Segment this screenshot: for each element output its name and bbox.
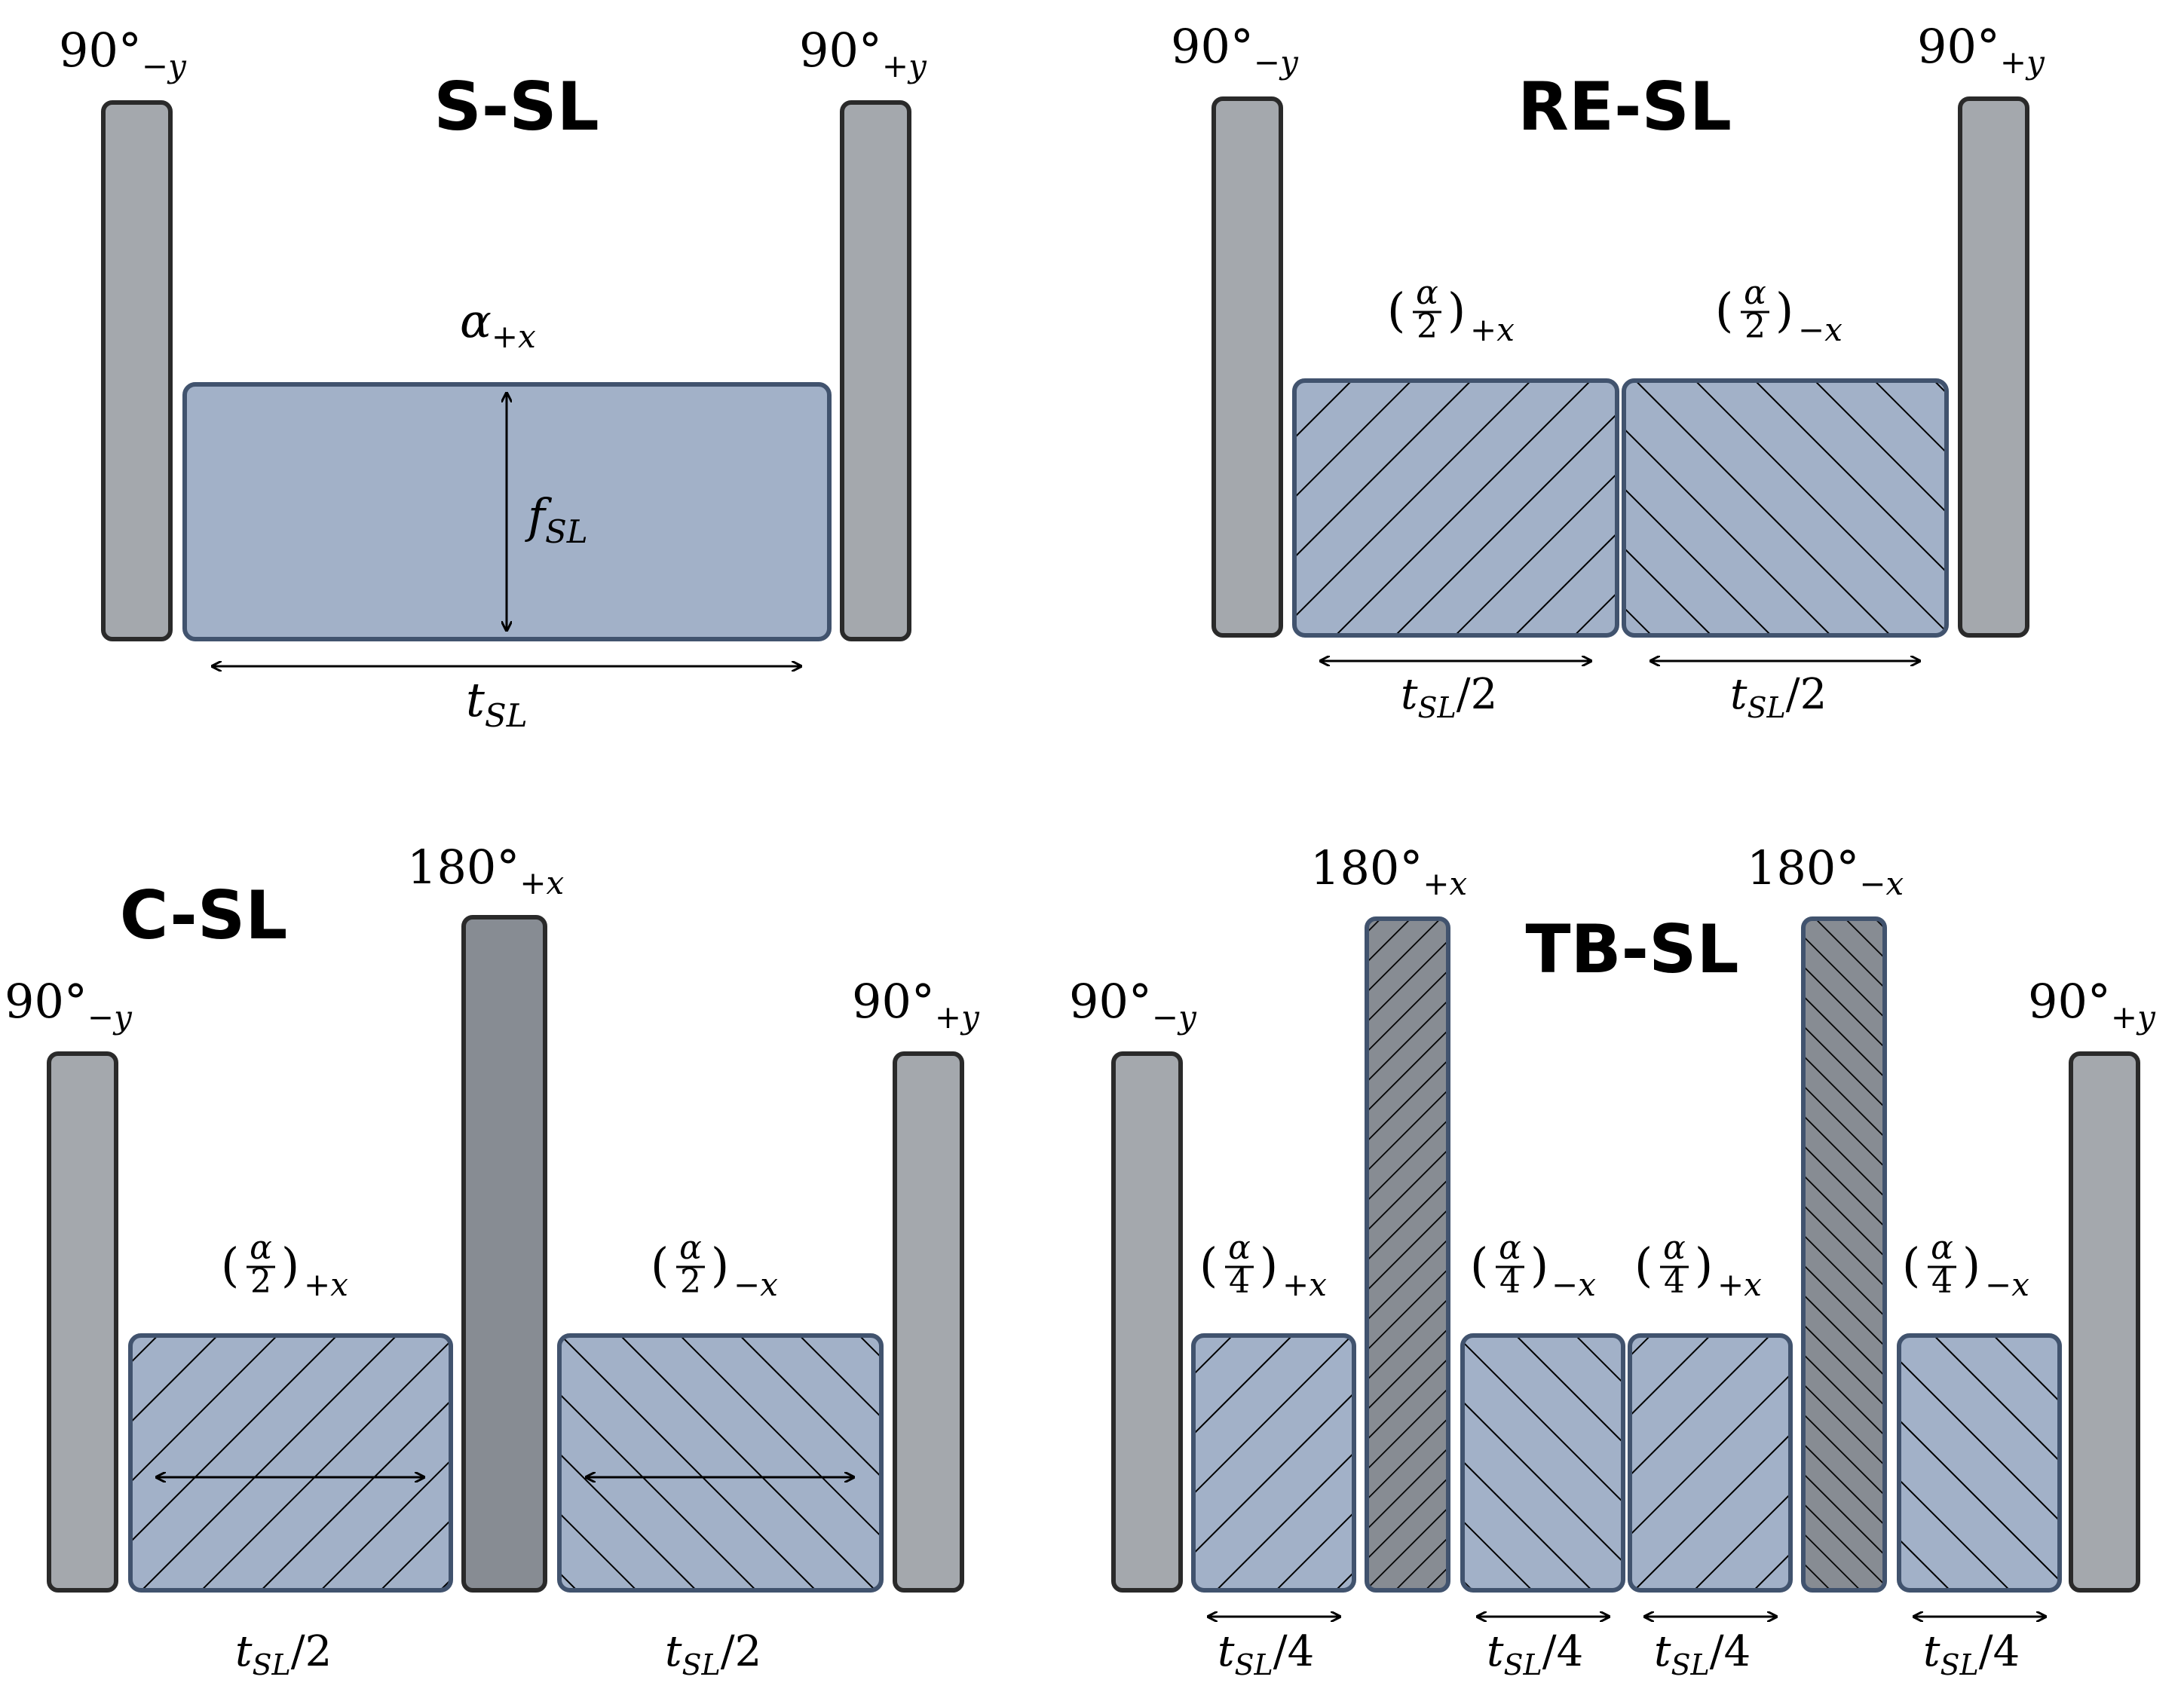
duration-label: tSL: [466, 672, 528, 734]
refocus-180-pulse-1: [1365, 916, 1450, 1593]
svg-text:α: α: [679, 1229, 702, 1267]
svg-text:(: (: [1199, 1238, 1218, 1293]
panel-c-sl: C-SL 90°−y 90°+y 180°+x ( α 2 ) +x tSL/2…: [5, 840, 980, 1681]
refocus-pulse-1-label: 180°+x: [1310, 840, 1468, 902]
right-90-pulse: [2069, 1051, 2140, 1593]
left-pulse-label: 90°−y: [5, 974, 133, 1036]
left-90-pulse: [1211, 96, 1283, 638]
svg-text:): ): [1530, 1238, 1548, 1293]
svg-text:(: (: [1902, 1238, 1920, 1293]
svg-text:α: α: [1499, 1229, 1521, 1267]
panel-tb-sl: TB-SL 90°−y 90°+y 180°+x 180°−x ( α 4 ) …: [1069, 840, 2156, 1681]
svg-text:(: (: [651, 1238, 669, 1293]
svg-text:+x: +x: [1282, 1266, 1327, 1303]
svg-text:(: (: [1634, 1238, 1653, 1293]
duration-label-1: tSL/4: [1218, 1627, 1314, 1681]
spin-lock-block-2: [1622, 378, 1949, 638]
svg-text:α: α: [1228, 1229, 1251, 1267]
svg-text:): ): [711, 1238, 729, 1293]
right-pulse-label: 90°+y: [852, 974, 980, 1036]
svg-text:−x: −x: [1985, 1266, 2029, 1303]
svg-text:2: 2: [1744, 308, 1766, 346]
svg-text:(: (: [1387, 283, 1405, 338]
spin-lock-block-1: [1292, 378, 1619, 638]
svg-text:α: α: [1416, 274, 1438, 312]
right-pulse-label: 90°+y: [799, 23, 927, 84]
duration-label-3: tSL/4: [1654, 1627, 1751, 1681]
svg-text:(: (: [1470, 1238, 1488, 1293]
svg-text:2: 2: [680, 1262, 701, 1301]
duration-label-1: tSL/2: [235, 1627, 332, 1681]
svg-text:(: (: [221, 1238, 239, 1293]
left-90-pulse: [101, 100, 173, 641]
svg-text:4: 4: [1499, 1262, 1521, 1301]
refocus-pulse-label: 180°+x: [407, 840, 565, 901]
spin-lock-block-1: [128, 1333, 453, 1593]
panel-title: C-SL: [120, 877, 288, 954]
panel-title: S-SL: [433, 68, 599, 145]
panel-s-sl: S-SL 90°−y 90°+y α+x fSL tSL: [59, 23, 927, 734]
svg-text:+x: +x: [304, 1266, 348, 1303]
block-1-label: ( α 2 ) +x: [221, 1229, 348, 1303]
svg-text:4: 4: [1664, 1262, 1685, 1301]
svg-text:−x: −x: [1798, 311, 1842, 348]
svg-text:−x: −x: [1551, 1266, 1596, 1303]
svg-text:4: 4: [1931, 1262, 1953, 1301]
refocus-180-pulse: [461, 915, 547, 1593]
svg-text:): ): [1962, 1238, 1980, 1293]
spin-lock-block-3: [1628, 1333, 1793, 1593]
svg-text:): ): [1775, 283, 1793, 338]
right-pulse-label: 90°+y: [1917, 19, 2045, 81]
left-pulse-label: 90°−y: [59, 23, 187, 84]
left-pulse-label: 90°−y: [1171, 19, 1299, 81]
duration-label-4: tSL/4: [1923, 1627, 2020, 1681]
svg-text:): ): [281, 1238, 299, 1293]
duration-label-2: tSL/4: [1487, 1627, 1583, 1681]
block-1-label: ( α 4 ) +x: [1199, 1229, 1327, 1303]
duration-label-2: tSL/2: [1730, 670, 1827, 724]
spin-lock-block-2: [557, 1333, 884, 1593]
svg-text:α: α: [250, 1229, 272, 1267]
svg-text:(: (: [1715, 283, 1733, 338]
svg-text:−x: −x: [734, 1266, 778, 1303]
duration-label-1: tSL/2: [1401, 670, 1497, 724]
right-90-pulse: [893, 1051, 964, 1593]
svg-text:α: α: [1663, 1229, 1686, 1267]
block-3-label: ( α 4 ) +x: [1634, 1229, 1762, 1303]
svg-text:2: 2: [1417, 308, 1438, 346]
panel-title: TB-SL: [1525, 910, 1738, 988]
svg-text:α: α: [1931, 1229, 1953, 1267]
left-pulse-label: 90°−y: [1069, 974, 1197, 1036]
spin-lock-block-4: [1897, 1333, 2062, 1593]
block-2-label: ( α 2 ) −x: [651, 1229, 778, 1303]
right-pulse-label: 90°+y: [2028, 974, 2156, 1036]
spin-lock-block-2: [1460, 1333, 1625, 1593]
block-1-label: ( α 2 ) +x: [1387, 274, 1515, 348]
svg-text:): ): [1260, 1238, 1278, 1293]
block-2-label: ( α 4 ) −x: [1470, 1229, 1596, 1303]
panel-re-sl: RE-SL 90°−y 90°+y ( α 2 ) +x tSL/2 ( α 2…: [1171, 19, 2045, 724]
refocus-pulse-2-label: 180°−x: [1747, 840, 1904, 902]
svg-text:α: α: [1744, 274, 1766, 312]
block-4-label: ( α 4 ) −x: [1902, 1229, 2029, 1303]
svg-text:+x: +x: [1470, 311, 1515, 348]
duration-label-2: tSL/2: [665, 1627, 761, 1681]
svg-text:): ): [1695, 1238, 1713, 1293]
right-90-pulse: [840, 100, 911, 641]
svg-text:): ): [1447, 283, 1466, 338]
svg-text:2: 2: [250, 1262, 271, 1301]
svg-text:4: 4: [1229, 1262, 1250, 1301]
panel-title: RE-SL: [1518, 68, 1732, 145]
spin-lock-label: α+x: [460, 293, 536, 355]
refocus-180-pulse-2: [1801, 916, 1887, 1593]
block-2-label: ( α 2 ) −x: [1715, 274, 1842, 348]
left-90-pulse: [47, 1051, 118, 1593]
right-90-pulse: [1958, 96, 2029, 638]
svg-text:+x: +x: [1717, 1266, 1762, 1303]
left-90-pulse: [1111, 1051, 1183, 1593]
spin-lock-block-1: [1191, 1333, 1356, 1593]
